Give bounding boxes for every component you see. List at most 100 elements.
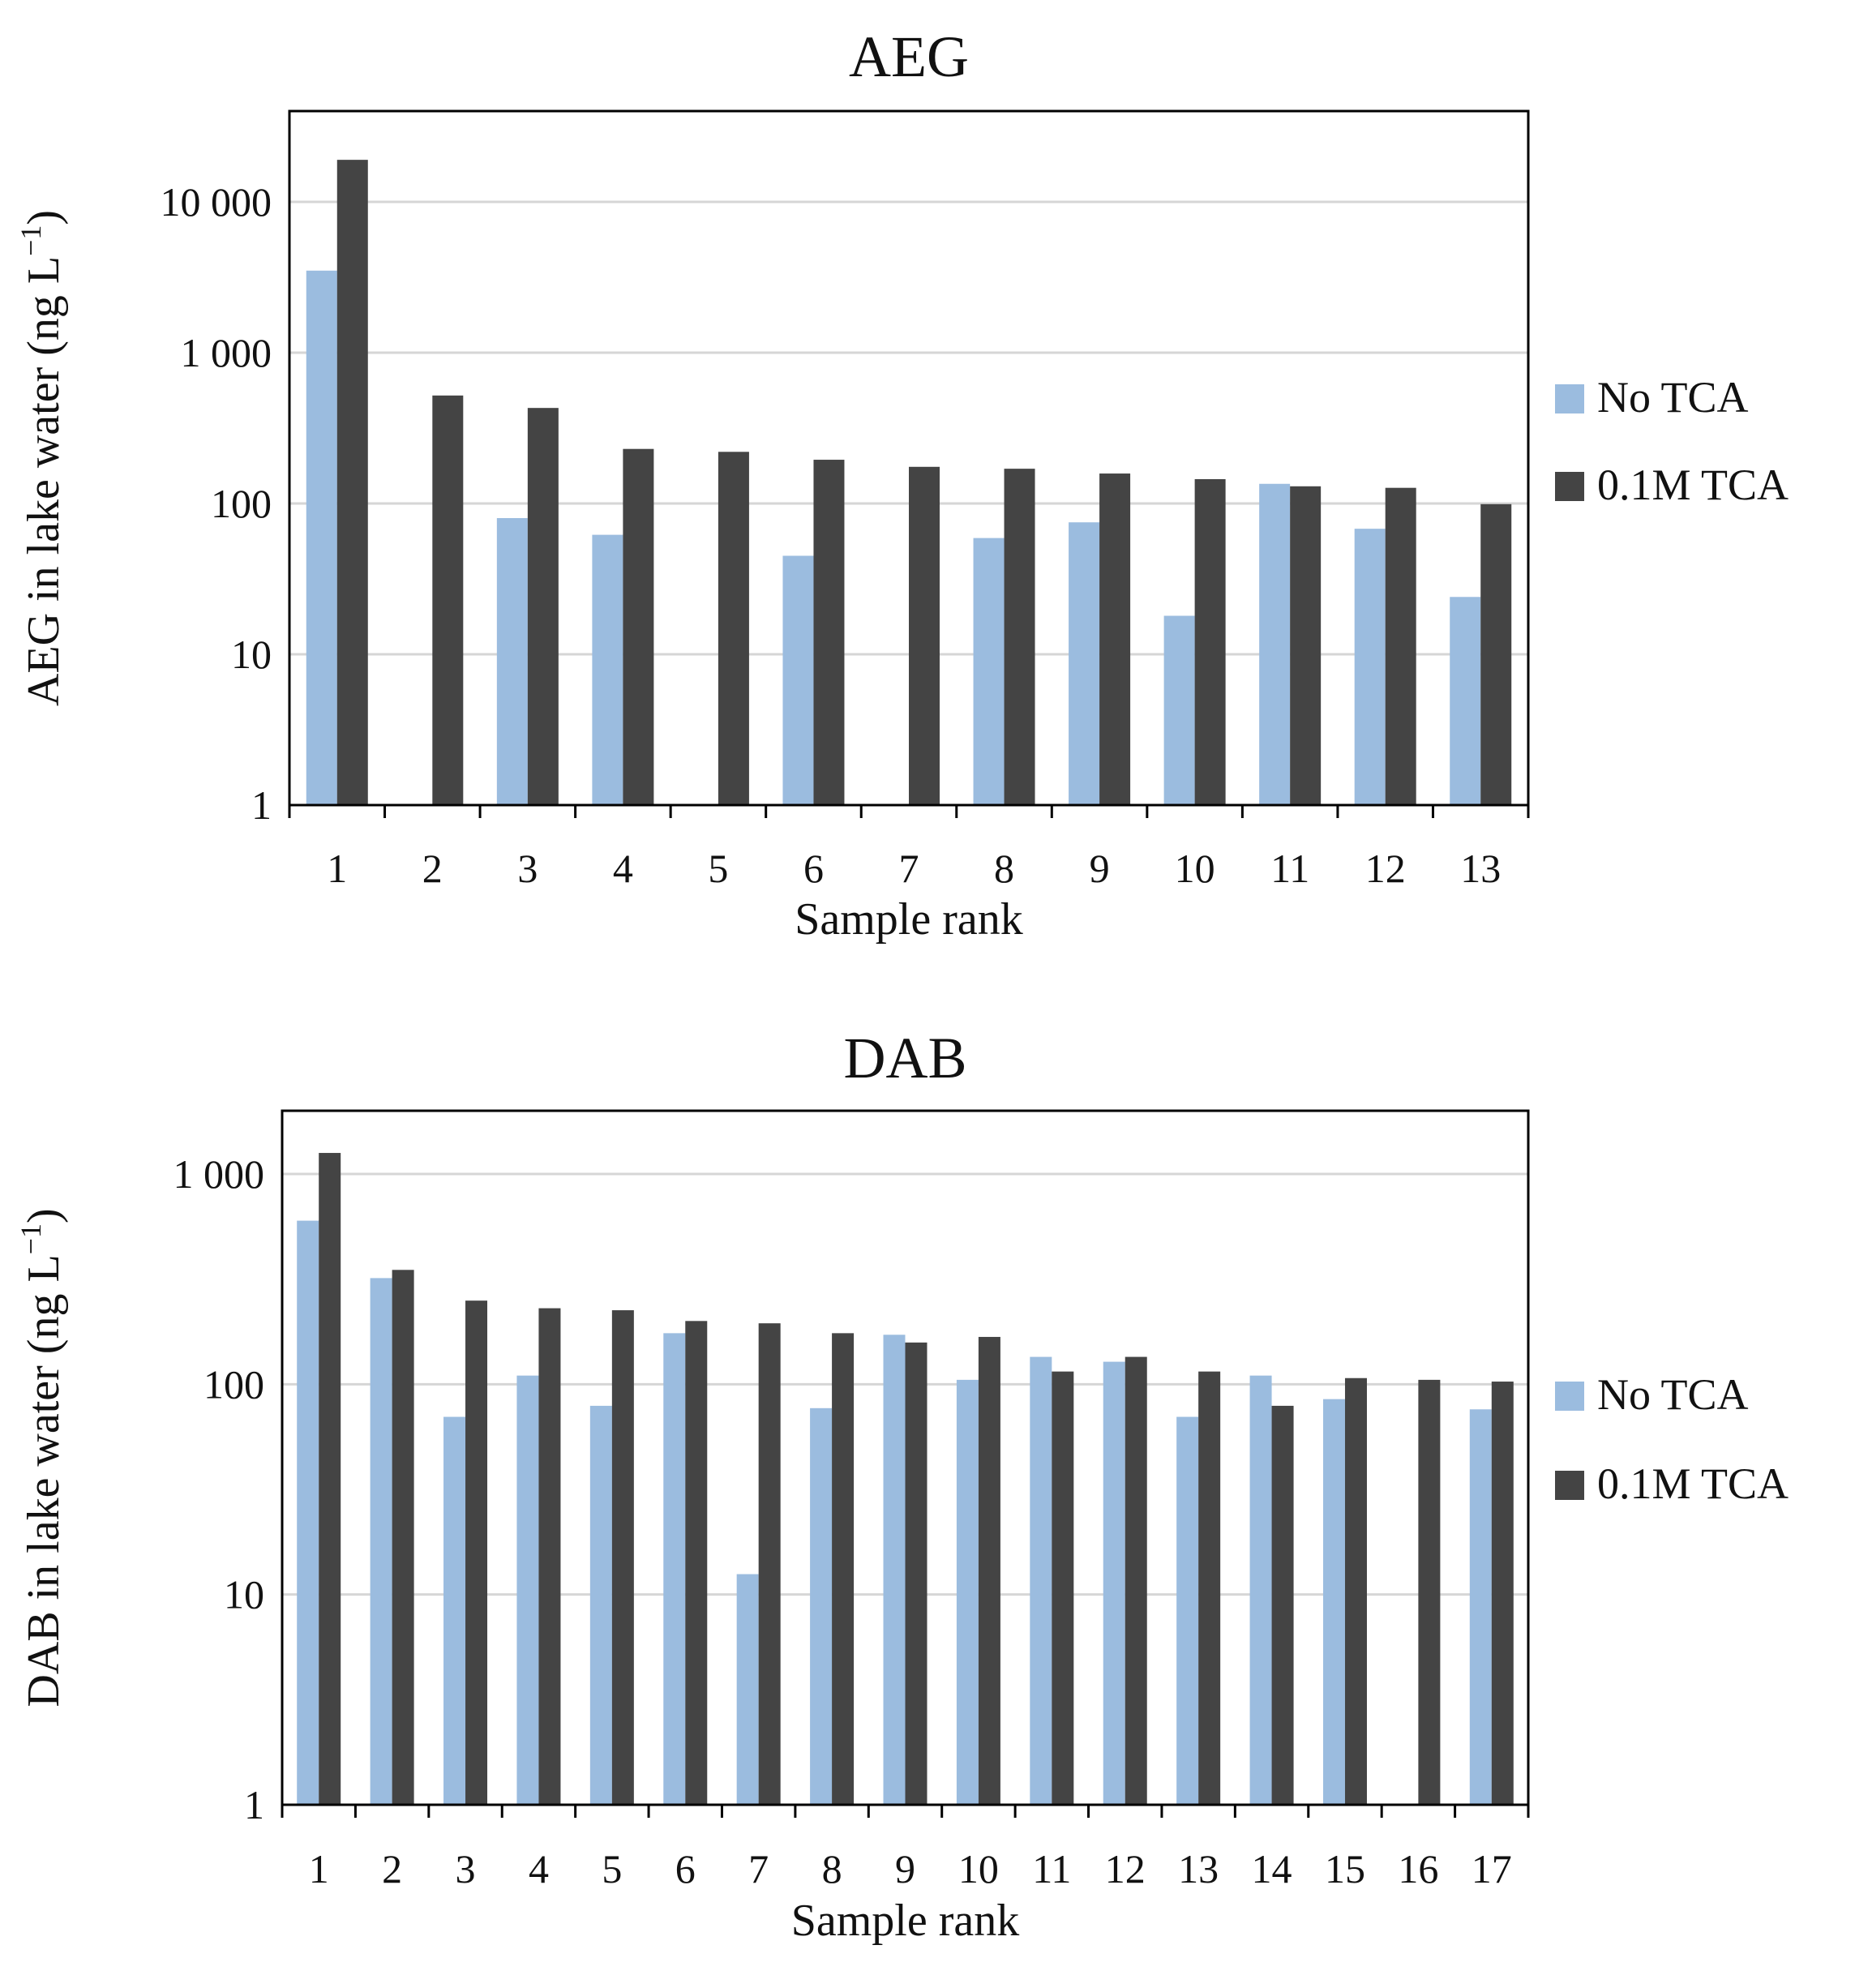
bar-tca — [1052, 1371, 1074, 1805]
y-tick-label: 10 — [224, 1572, 264, 1617]
bar-no-tca — [956, 1379, 979, 1805]
bar-no-tca — [516, 1375, 539, 1805]
x-tick-label: 9 — [1090, 846, 1110, 891]
legend-swatch-no-tca — [1555, 384, 1584, 413]
bar-tca — [1418, 1379, 1441, 1805]
bar-tca — [432, 395, 464, 805]
bar-no-tca — [1030, 1356, 1052, 1805]
bar-no-tca — [443, 1416, 466, 1805]
x-tick-label: 4 — [613, 846, 633, 891]
bar-no-tca — [883, 1335, 906, 1805]
y-tick-label: 100 — [203, 1361, 264, 1407]
bar-tca — [538, 1308, 561, 1805]
chart-title: DAB — [843, 1026, 966, 1090]
bar-tca — [1004, 469, 1035, 805]
x-tick-label: 4 — [529, 1846, 549, 1892]
bar-no-tca — [810, 1407, 833, 1805]
bar-tca — [1480, 503, 1512, 805]
bar-no-tca — [1069, 522, 1100, 805]
bar-tca — [611, 1310, 634, 1805]
bar-tca — [623, 448, 654, 805]
x-tick-label: 15 — [1325, 1846, 1365, 1892]
chart-title: AEG — [849, 24, 969, 89]
bar-tca — [465, 1300, 488, 1805]
bar-tca — [978, 1336, 1000, 1805]
bar-tca — [909, 466, 940, 805]
x-tick-label: 3 — [517, 846, 538, 891]
bar-no-tca — [589, 1405, 612, 1805]
x-tick-label: 7 — [748, 1846, 769, 1892]
x-tick-label: 8 — [994, 846, 1014, 891]
bar-no-tca — [1259, 483, 1291, 805]
x-tick-label: 1 — [309, 1846, 329, 1892]
legend-swatch-no-tca — [1555, 1382, 1584, 1411]
x-tick-label: 12 — [1365, 846, 1406, 891]
bar-no-tca — [1176, 1416, 1199, 1805]
bar-tca — [527, 408, 559, 805]
x-tick-label: 2 — [422, 846, 443, 891]
bar-tca — [758, 1323, 781, 1805]
x-tick-label: 14 — [1252, 1846, 1292, 1892]
x-tick-label: 1 — [327, 846, 347, 891]
y-axis-label-text: AEG in lake water (ng L — [19, 256, 69, 706]
bar-tca — [1099, 473, 1131, 805]
bar-tca — [1125, 1356, 1147, 1805]
y-axis-label-text: DAB in lake water (ng L — [19, 1254, 69, 1707]
y-axis-label: DAB in lake water (ng L−1) — [15, 1208, 69, 1707]
bar-tca — [1290, 486, 1322, 805]
bar-no-tca — [1103, 1361, 1125, 1805]
y-tick-label: 1 000 — [174, 1151, 265, 1197]
y-tick-label: 1 — [244, 1782, 264, 1827]
bar-tca — [905, 1342, 928, 1805]
bar-no-tca — [1354, 529, 1386, 805]
x-tick-label: 3 — [456, 1846, 476, 1892]
x-tick-label: 9 — [895, 1846, 915, 1892]
y-tick-label: 10 — [231, 632, 272, 677]
bar-no-tca — [370, 1278, 392, 1805]
y-axis-label-end: ) — [19, 210, 69, 225]
bar-tca — [685, 1321, 708, 1805]
x-axis-label: Sample rank — [791, 1896, 1019, 1946]
x-tick-label: 13 — [1460, 846, 1501, 891]
x-tick-label: 5 — [708, 846, 728, 891]
bar-tca — [319, 1153, 341, 1805]
y-tick-label: 100 — [211, 481, 272, 526]
x-tick-label: 17 — [1472, 1846, 1512, 1892]
y-axis-label-sup: −1 — [15, 225, 47, 256]
bar-tca — [1194, 478, 1226, 805]
y-tick-label: 1 000 — [181, 330, 272, 375]
bar-no-tca — [736, 1574, 759, 1805]
plot-frame — [288, 109, 1530, 807]
x-tick-label: 6 — [675, 1846, 696, 1892]
legend-swatch-tca — [1555, 1471, 1584, 1500]
bar-tca — [718, 452, 749, 805]
x-tick-label: 8 — [822, 1846, 842, 1892]
bar-tca — [1271, 1405, 1294, 1805]
bar-no-tca — [592, 534, 623, 805]
bar-no-tca — [973, 538, 1005, 805]
bar-no-tca — [496, 518, 528, 805]
bar-no-tca — [1450, 597, 1481, 805]
bar-tca — [1198, 1371, 1221, 1805]
y-axis-label-end: ) — [19, 1208, 69, 1223]
x-tick-label: 6 — [803, 846, 824, 891]
bar-no-tca — [782, 555, 814, 805]
y-axis-label-sup: −1 — [15, 1223, 47, 1254]
x-tick-label: 5 — [602, 1846, 622, 1892]
y-tick-label: 10 000 — [161, 179, 272, 225]
bar-tca — [392, 1270, 414, 1805]
bar-tca — [1491, 1382, 1514, 1805]
x-tick-label: 16 — [1398, 1846, 1438, 1892]
bar-no-tca — [1322, 1399, 1345, 1805]
bar-tca — [813, 460, 845, 805]
bar-no-tca — [297, 1220, 319, 1805]
x-tick-label: 2 — [382, 1846, 402, 1892]
x-tick-label: 10 — [958, 1846, 999, 1892]
x-tick-label: 11 — [1270, 846, 1309, 891]
legend-label: No TCA — [1597, 1370, 1749, 1419]
bar-tca — [832, 1333, 855, 1805]
bar-no-tca — [1469, 1409, 1492, 1805]
